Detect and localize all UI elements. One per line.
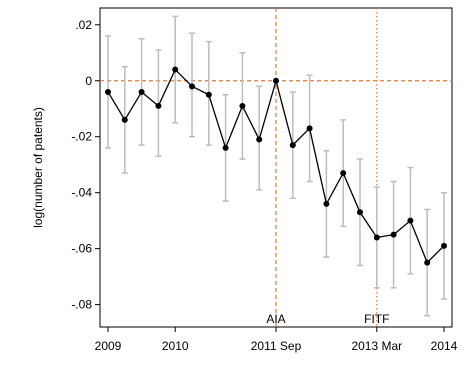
data-point [155,102,162,109]
data-point [205,91,212,98]
data-point [390,231,397,238]
y-tick-label: -.02 [71,130,92,144]
data-point [222,144,229,151]
x-tick-label: 2011 Sep [251,339,302,353]
data-point [138,88,145,95]
data-point [256,136,263,143]
y-axis-title: log(number of patents) [31,107,45,228]
x-tick-label: 2010 [162,339,189,353]
plot-frame [99,7,453,328]
data-point [189,83,195,90]
x-tick-label: 2014 [431,339,458,353]
y-tick-label: .02 [75,18,92,32]
data-point [289,142,296,149]
data-point [105,88,111,95]
axis-labels: log(number of patents) [31,107,45,228]
data-points [105,66,447,266]
data-point [340,170,347,177]
data-point [273,77,279,84]
data-point [239,102,246,109]
data-point [373,234,380,241]
y-tick-label: -.08 [71,298,92,312]
data-point [121,116,128,123]
data-point [323,200,330,207]
data-point [407,217,414,224]
data-point [172,66,179,73]
reference-line-label: FITF [364,312,389,326]
y-tick-label: -.06 [71,242,92,256]
data-point [306,125,313,132]
y-tick-label: -.04 [71,186,92,200]
plot-axes: .02 0 -.02 -.04 -.06 -.08 2009 2010 2011 Sep 2013… [71,7,458,353]
data-point [357,209,363,216]
reference-lines: AIA FITF [100,8,452,327]
data-point [424,259,431,266]
y-tick-label: 0 [85,74,92,88]
x-tick-label: 2013 Mar [351,339,402,353]
reference-line-label: AIA [266,312,285,326]
x-tick-label: 2009 [95,339,122,353]
data-point [441,242,447,249]
